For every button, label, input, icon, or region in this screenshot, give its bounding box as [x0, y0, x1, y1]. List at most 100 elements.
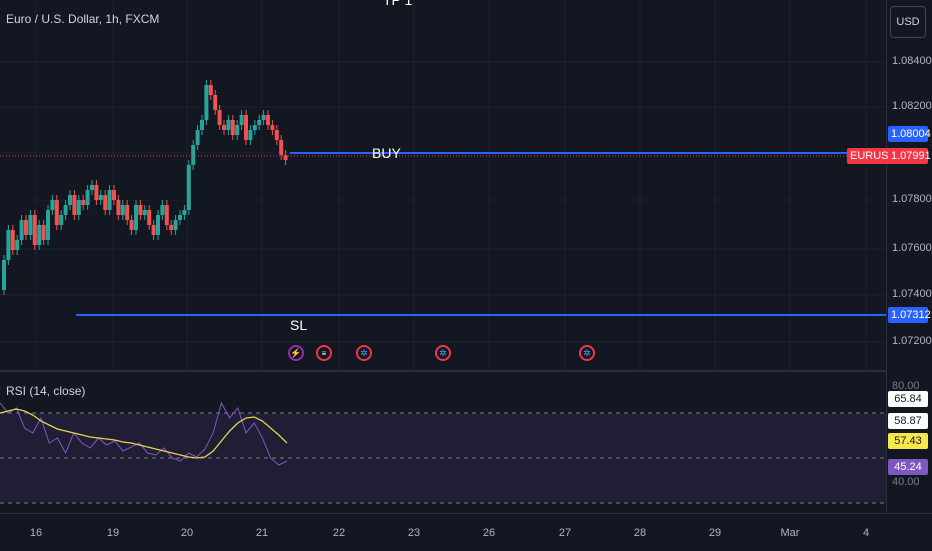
time-tick: 4	[862, 527, 870, 539]
tp-label: TP 1	[383, 0, 413, 8]
candle-body	[230, 120, 235, 135]
candle-body	[147, 210, 152, 225]
rsi-level-lower: 40.00	[892, 476, 920, 488]
candle-body	[252, 125, 257, 130]
candle-body	[266, 115, 270, 125]
candle-body	[120, 205, 125, 215]
candle-body	[68, 195, 72, 205]
rsi-ma-value-tag: 57.43	[888, 433, 928, 449]
rsi-level-upper: 80.00	[892, 380, 920, 392]
candle-body	[28, 215, 33, 235]
candle-body	[10, 230, 15, 250]
candle-body	[32, 215, 37, 245]
candle-body	[129, 220, 134, 230]
lightning-icon[interactable]: ⚡	[288, 345, 304, 361]
time-tick: 28	[633, 527, 647, 539]
rsi-pane[interactable]	[0, 373, 886, 513]
candle-body	[248, 130, 253, 140]
candle-body	[125, 205, 130, 220]
candle-body	[195, 130, 200, 145]
candle-body	[274, 130, 279, 140]
candle-body	[63, 205, 68, 215]
candle-body	[94, 185, 99, 200]
price-tick: 1.07600	[892, 242, 932, 254]
price-chart-svg[interactable]	[0, 0, 886, 370]
candle-body	[226, 120, 231, 130]
time-tick: 29	[708, 527, 722, 539]
price-tick: 1.08400	[892, 55, 932, 67]
us-flag-icon[interactable]: ≡	[316, 345, 332, 361]
candle-body	[103, 195, 108, 210]
candle-body	[19, 220, 24, 240]
price-chart-pane[interactable]	[0, 0, 886, 370]
candle-body	[90, 185, 94, 190]
eu-flag-icon[interactable]: ✲	[435, 345, 451, 361]
candle-body	[244, 115, 248, 140]
candle-body	[50, 200, 55, 210]
candle-body	[257, 120, 262, 125]
time-tick: 27	[558, 527, 572, 539]
time-tick: 16	[29, 527, 43, 539]
time-axis[interactable]	[0, 513, 932, 551]
rsi-title[interactable]: RSI (14, close)	[6, 384, 86, 398]
candle-body	[160, 205, 165, 215]
rsi-chart-svg	[0, 401, 886, 504]
candle-body	[37, 225, 42, 245]
sl-price-tag: 1.07312	[888, 307, 931, 323]
symbol-title: Euro / U.S. Dollar, 1h, FXCM	[6, 12, 160, 26]
time-tick: 22	[332, 527, 346, 539]
candle-body	[98, 195, 103, 200]
rsi-current-value-tag: 45.24	[888, 459, 928, 475]
candle-body	[200, 120, 204, 130]
price-axis[interactable]	[886, 0, 932, 513]
candle-body	[72, 195, 77, 215]
candle-body	[15, 240, 20, 250]
eu-flag-icon[interactable]: ✲	[579, 345, 595, 361]
rsi-value-tag: 58.87	[888, 413, 928, 429]
candle-body	[270, 125, 275, 130]
time-tick: 21	[255, 527, 269, 539]
candle-body	[107, 190, 112, 210]
time-tick: 23	[407, 527, 421, 539]
candle-body	[169, 225, 174, 230]
buy-label: BUY	[372, 145, 401, 161]
eu-flag-icon[interactable]: ✲	[356, 345, 372, 361]
candle-body	[85, 190, 90, 205]
candle-body	[217, 110, 222, 125]
candle-body	[208, 85, 213, 95]
candle-body	[173, 220, 178, 230]
candlestick-series	[2, 80, 288, 295]
price-tick: 1.07800	[892, 193, 932, 205]
time-tick: 26	[482, 527, 496, 539]
candle-body	[41, 225, 46, 240]
candle-body	[164, 205, 169, 225]
candle-body	[134, 205, 138, 230]
rsi-line	[0, 401, 288, 466]
candle-body	[204, 85, 209, 120]
candle-body	[54, 200, 59, 225]
price-tick: 1.08200	[892, 100, 932, 112]
currency-button[interactable]: USD	[890, 6, 926, 38]
candle-body	[6, 230, 11, 260]
candle-body	[178, 215, 182, 220]
candle-body	[279, 140, 284, 155]
candle-body	[81, 200, 86, 205]
candle-body	[24, 220, 28, 235]
sl-label: SL	[290, 317, 308, 333]
candle-body	[235, 125, 240, 135]
current-price-tag: 1.07991	[888, 148, 931, 164]
rsi-value-tag: 65.84	[888, 391, 928, 407]
candle-body	[138, 205, 143, 215]
candle-body	[142, 210, 147, 215]
candle-body	[222, 125, 226, 130]
pane-divider[interactable]	[0, 370, 886, 372]
symbol-tag: EURUSD	[847, 148, 900, 164]
candle-body	[112, 190, 116, 200]
candle-body	[261, 115, 266, 120]
time-tick: 19	[106, 527, 120, 539]
candle-body	[59, 215, 64, 225]
price-tick: 1.07400	[892, 288, 932, 300]
rsi-ma-line	[0, 408, 288, 459]
candle-body	[283, 155, 288, 160]
price-gridlines	[0, 0, 886, 370]
